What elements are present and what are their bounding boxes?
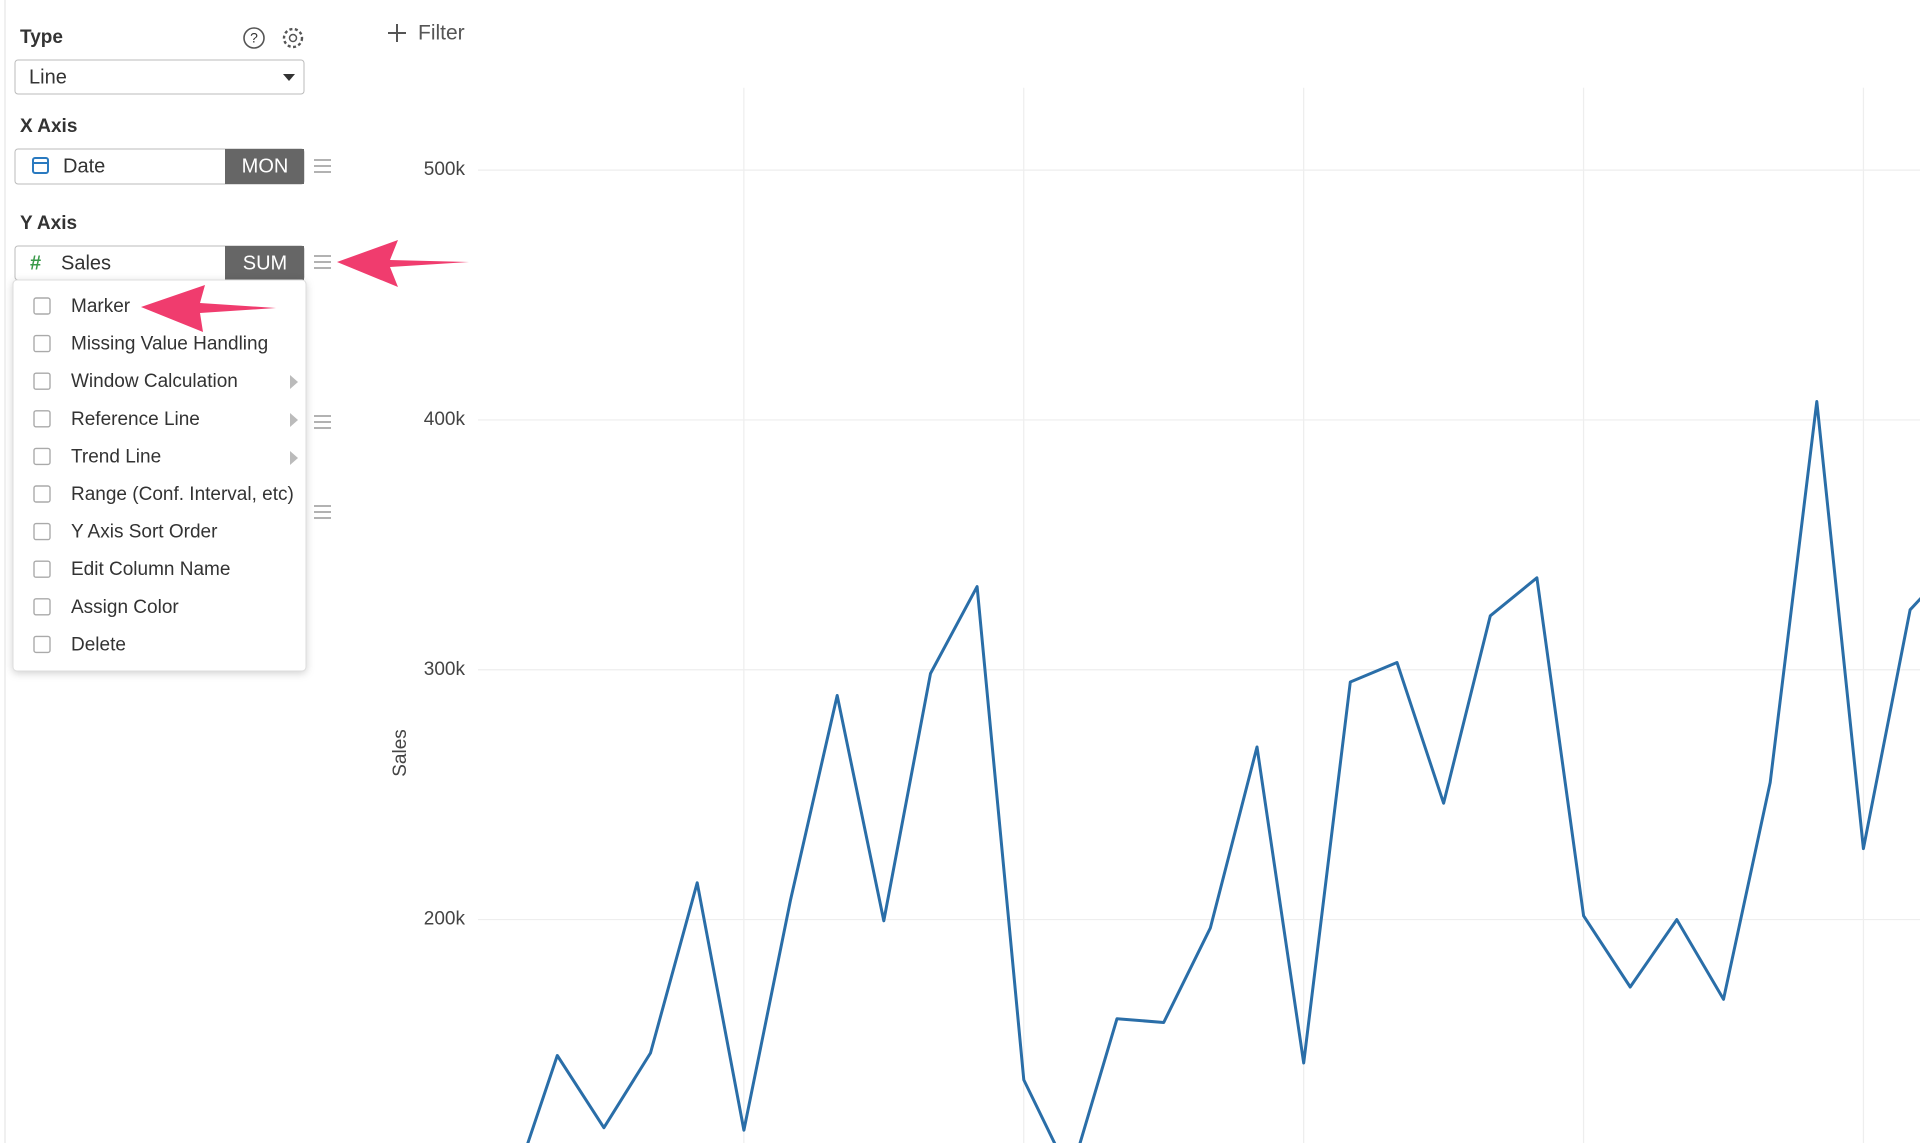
type-label: Type [20,27,63,48]
y-menu-icon[interactable] [314,255,331,269]
data-line [526,400,1920,1143]
type-value: Line [29,66,67,88]
annotation-arrow [141,285,276,332]
menu-item[interactable]: Edit Column Name [71,559,230,580]
menu-item[interactable]: Marker [71,296,131,317]
menu-item[interactable]: Trend Line [71,446,161,467]
y-tick-label: 200k [424,909,466,930]
number-icon: # [30,252,41,274]
menu-item-icon [33,297,51,315]
menu-item[interactable]: Reference Line [71,409,200,430]
dropdown-menu: Marker Missing Value Handling Window Calcu… [12,279,307,672]
menu-item-icon [33,485,51,503]
menu-item-icon [33,410,51,428]
x-agg: MON [242,155,289,177]
plot: 200k 300k 400k 500k Sales [390,87,1920,1143]
y-tick-label: 300k [424,659,466,680]
menu-item-icon [33,635,51,654]
x-menu-icon[interactable] [314,159,331,173]
menu-item-icon [33,447,51,466]
annotation-arrow [337,240,469,287]
y-tick-label: 400k [424,409,466,430]
menu-item[interactable]: Missing Value Handling [71,334,268,355]
menu-item-icon [33,598,51,616]
menu-item[interactable]: Range (Conf. Interval, etc) [71,484,294,505]
y-agg: SUM [243,252,287,274]
menu-item[interactable]: Delete [71,634,126,655]
menu-icon[interactable] [314,505,331,519]
filter-label: Filter [418,22,465,45]
menu-item-icon [33,560,51,578]
settings-icon[interactable] [282,27,304,49]
type-select[interactable]: Line [14,59,305,95]
help-icon[interactable]: ? [243,27,265,49]
y-axis-label: Y Axis [20,213,77,234]
x-field-name: Date [63,155,105,177]
menu-item-icon [33,372,51,390]
menu-item-icon [33,522,51,541]
menu-item[interactable]: Y Axis Sort Order [71,522,218,543]
y-axis-title: Sales [390,729,411,777]
x-axis-label: X Axis [20,116,77,137]
y-field[interactable]: # Sales SUM [14,245,305,281]
x-field[interactable]: Date MON [14,148,305,185]
y-field-name: Sales [61,252,111,274]
y-tick-label: 500k [424,159,466,180]
menu-item-icon [33,334,51,353]
filter-button[interactable]: Filter [388,22,465,45]
menu-icon[interactable] [314,415,331,429]
menu-item[interactable]: Assign Color [71,597,179,618]
svg-text:?: ? [250,30,258,46]
menu-item[interactable]: Window Calculation [71,371,238,392]
